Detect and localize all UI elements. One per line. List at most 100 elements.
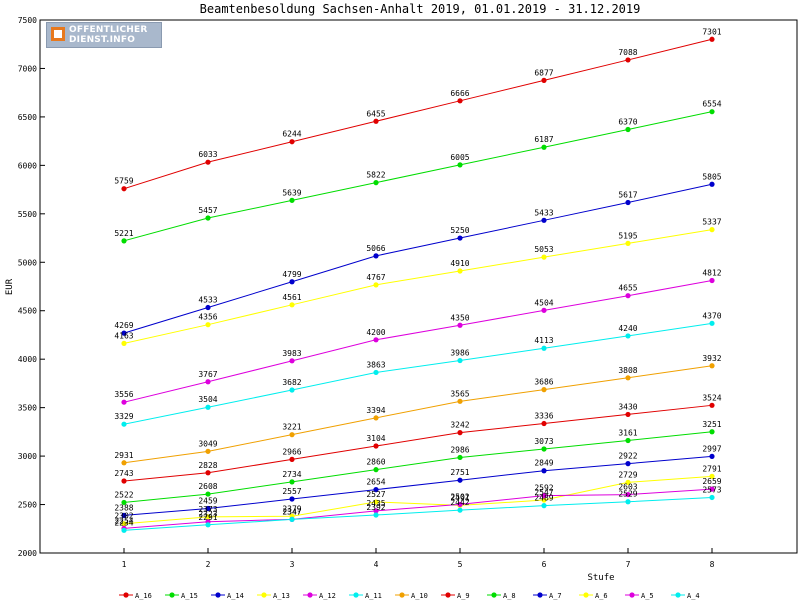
data-label: 2302 <box>114 512 133 521</box>
data-point <box>289 496 295 502</box>
data-point <box>121 330 127 336</box>
data-point <box>709 486 715 492</box>
series-line-A_7 <box>123 455 713 516</box>
data-point <box>457 235 463 241</box>
data-label: 3565 <box>450 389 469 398</box>
x-tick-label: 1 <box>122 560 127 569</box>
data-label: 2459 <box>198 497 217 506</box>
data-label: 5822 <box>366 171 385 180</box>
data-point <box>289 516 295 522</box>
legend-entry: A_13 <box>273 592 290 600</box>
legend-marker <box>399 592 405 598</box>
data-point <box>541 420 547 427</box>
data-point <box>709 363 715 369</box>
data-label: 6554 <box>702 100 721 109</box>
data-point <box>625 240 631 246</box>
series-line-A_9 <box>123 404 713 482</box>
x-axis-label: Stufe <box>587 573 614 583</box>
data-label: 2931 <box>114 451 133 460</box>
data-point <box>205 522 211 528</box>
legend-marker <box>169 592 175 598</box>
data-point <box>541 217 547 223</box>
data-label: 2435 <box>366 499 385 508</box>
series-line-A_16 <box>123 38 713 190</box>
data-label: 3983 <box>282 349 301 358</box>
data-point <box>121 521 127 527</box>
data-point <box>625 437 631 444</box>
legend-entry: A_7 <box>549 592 562 600</box>
y-tick-label: 5500 <box>18 210 37 219</box>
data-label: 3682 <box>282 378 301 387</box>
data-label: 5250 <box>450 226 469 235</box>
legend-entry: A_6 <box>595 592 608 600</box>
data-point <box>205 448 211 454</box>
data-label: 4655 <box>618 284 637 293</box>
y-tick-label: 6500 <box>18 113 37 122</box>
data-label: 4504 <box>534 298 553 307</box>
data-point <box>457 98 463 104</box>
legend-entry: A_9 <box>457 592 470 600</box>
data-point <box>457 507 463 513</box>
data-point <box>373 118 379 124</box>
data-label: 3161 <box>618 428 637 437</box>
data-point <box>457 430 463 436</box>
data-label: 4269 <box>114 321 133 330</box>
data-label: 3251 <box>702 420 721 429</box>
data-point <box>625 461 631 467</box>
data-label: 4350 <box>450 313 469 322</box>
data-label: 6187 <box>534 135 553 144</box>
legend-marker <box>261 592 267 598</box>
data-label: 2849 <box>534 459 553 468</box>
data-label: 3504 <box>198 395 217 404</box>
data-label: 6370 <box>618 118 637 127</box>
data-label: 3073 <box>534 437 553 446</box>
data-label: 2557 <box>282 487 301 496</box>
data-label: 5617 <box>618 190 637 199</box>
data-point <box>709 36 715 42</box>
data-point <box>457 477 463 483</box>
data-label: 2347 <box>282 507 301 516</box>
data-label: 3932 <box>702 354 721 363</box>
data-label: 3863 <box>366 360 385 369</box>
data-point <box>541 446 547 452</box>
legend-marker <box>215 592 221 598</box>
data-label: 3986 <box>450 349 469 358</box>
data-point <box>457 162 463 168</box>
data-point <box>541 144 547 150</box>
data-label: 2347 <box>282 507 301 516</box>
data-label: 4200 <box>366 328 385 337</box>
data-point <box>457 357 463 364</box>
y-tick-label: 5000 <box>18 258 37 267</box>
data-label: 2743 <box>114 469 133 478</box>
logo-line-1: OFFENTLICHER <box>69 25 148 35</box>
data-label: 5053 <box>534 245 553 254</box>
y-tick-label: 6000 <box>18 161 37 170</box>
data-label: 4370 <box>702 311 721 320</box>
legend-marker <box>491 592 497 598</box>
y-tick-label: 7500 <box>18 16 37 25</box>
data-point <box>373 369 379 376</box>
data-point <box>709 402 715 408</box>
data-label: 2489 <box>534 494 553 503</box>
data-label: 3049 <box>198 439 217 448</box>
data-label: 2529 <box>618 490 637 499</box>
data-point <box>373 253 379 259</box>
data-point <box>457 268 463 274</box>
data-label: 2388 <box>114 503 133 512</box>
data-label: 4356 <box>198 313 217 322</box>
data-label: 4767 <box>366 273 385 282</box>
data-label: 2379 <box>282 504 301 513</box>
data-label: 2254 <box>114 516 133 525</box>
data-label: 3221 <box>282 423 301 432</box>
legend-marker <box>629 592 635 598</box>
data-label: 2791 <box>702 464 721 473</box>
legend-entry: A_15 <box>181 592 198 600</box>
y-tick-label: 2500 <box>18 501 37 510</box>
data-label: 2751 <box>450 468 469 477</box>
series-line-A_15 <box>123 111 713 242</box>
data-point <box>121 421 127 427</box>
data-point <box>709 453 715 459</box>
data-point <box>709 277 715 284</box>
y-tick-label: 4000 <box>18 355 37 364</box>
data-point <box>541 345 547 351</box>
